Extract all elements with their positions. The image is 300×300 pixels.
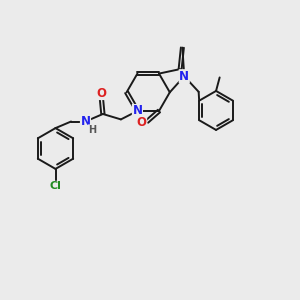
Text: H: H: [88, 125, 96, 135]
Text: O: O: [136, 116, 147, 130]
Text: N: N: [132, 104, 142, 118]
Text: N: N: [80, 115, 91, 128]
Text: O: O: [96, 86, 106, 100]
Text: N: N: [179, 70, 189, 83]
Text: Cl: Cl: [50, 181, 61, 191]
